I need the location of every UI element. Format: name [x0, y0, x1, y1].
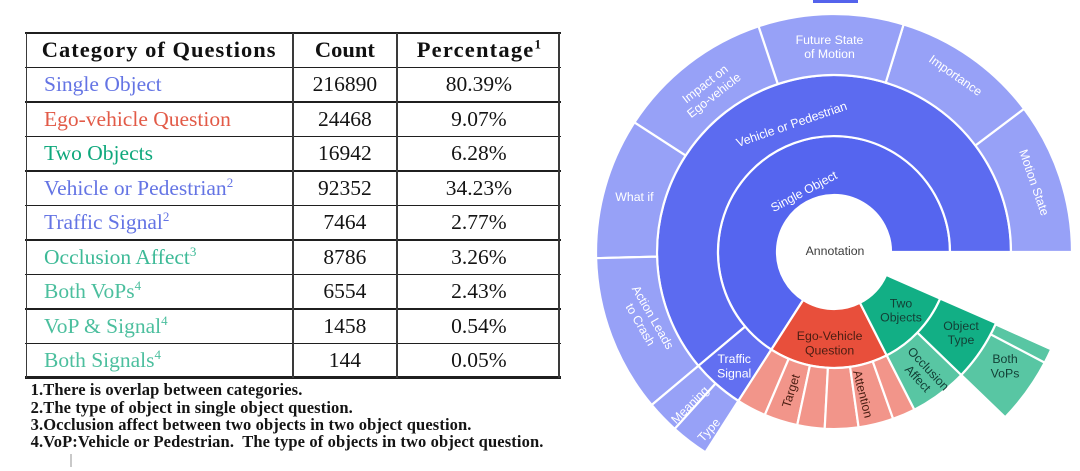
svg-text:Annotation: Annotation	[806, 244, 865, 258]
svg-text:What if: What if	[615, 190, 654, 204]
